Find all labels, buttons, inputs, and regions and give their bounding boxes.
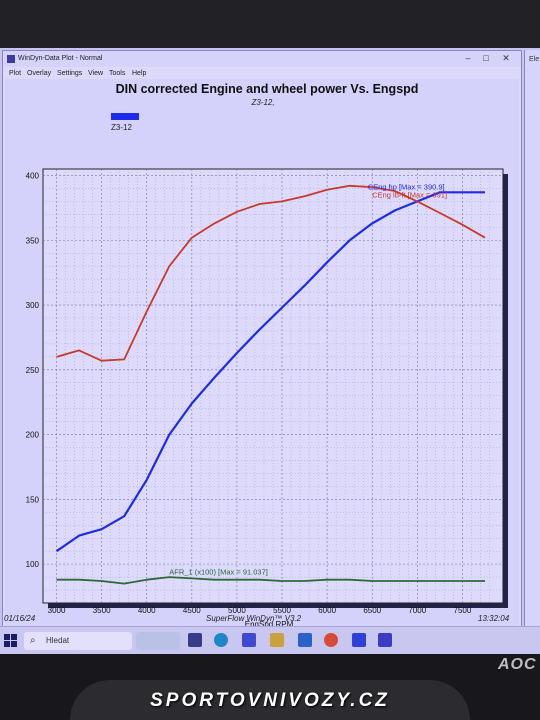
side-window-label: Ele [529, 56, 540, 63]
watermark: SPORTOVNIVOZY.CZ [150, 690, 390, 711]
monitor-stand [70, 680, 470, 720]
y-tick-label: 250 [26, 366, 40, 375]
y-tick-label: 200 [26, 431, 40, 440]
store-icon[interactable] [242, 633, 256, 647]
y-tick-label: 150 [26, 495, 40, 504]
legend-swatch [111, 113, 139, 120]
search-placeholder: Hledat [46, 636, 70, 645]
edge-icon[interactable] [214, 633, 228, 647]
series-label-2: CEng lb-ft [Max = 391] [372, 191, 447, 200]
series-label-3: AFR_1 (x100) [Max = 91.037] [169, 567, 268, 576]
maximize-icon[interactable]: □ [483, 53, 489, 63]
menu-help[interactable]: Help [132, 70, 147, 77]
x-tick-label: 7500 [454, 606, 472, 615]
chrome-icon[interactable] [324, 633, 338, 647]
y-tick-label: 400 [26, 171, 40, 180]
x-tick-label: 3000 [48, 606, 66, 615]
taskbar-search[interactable]: ⌕ Hledat [24, 632, 132, 650]
side-window: Ele [524, 50, 540, 630]
menu-plot[interactable]: Plot [9, 70, 22, 77]
monitor-brand-logo: AOC [498, 656, 537, 673]
menu-settings[interactable]: Settings [57, 70, 83, 77]
footer-time: 13:32:04 [478, 614, 510, 623]
files-icon[interactable] [270, 633, 284, 647]
chart-subtitle: Z3-12, [250, 98, 274, 107]
title-bar: WinDyn-Data Plot - Normal – □ ✕ [3, 51, 521, 67]
footer-date: 01/16/24 [4, 614, 36, 623]
series-label-1: CEng hp [Max = 390.9] [368, 183, 445, 192]
footer-software: SuperFlow WinDyn™ V3.2 [206, 614, 302, 623]
widget-thumbnail[interactable] [136, 632, 180, 650]
window-title: WinDyn-Data Plot - Normal [18, 55, 103, 62]
x-tick-label: 6500 [363, 606, 381, 615]
x-axis-label: EngSpd RPM [245, 620, 294, 629]
x-tick-label: 5500 [273, 606, 291, 615]
y-tick-label: 100 [26, 560, 40, 569]
y-tick-label: 350 [26, 236, 40, 245]
menu-overlay[interactable]: Overlay [27, 70, 52, 77]
y-tick-label: 300 [26, 301, 40, 310]
taskbar: ⌕ Hledat [0, 626, 540, 655]
series-line-1 [55, 191, 485, 553]
superflow-icon[interactable] [378, 633, 392, 647]
menu-view[interactable]: View [88, 70, 104, 77]
x-tick-label: 3500 [93, 606, 111, 615]
search-icon: ⌕ [30, 635, 36, 646]
x-tick-label: 7000 [408, 606, 426, 615]
plot-area: DIN corrected Engine and wheel power Vs.… [5, 79, 519, 629]
mail-icon[interactable] [298, 633, 312, 647]
x-tick-label: 4500 [183, 606, 201, 615]
x-tick-label: 5000 [228, 606, 246, 615]
x-tick-label: 4000 [138, 606, 156, 615]
menu-tools[interactable]: Tools [109, 70, 126, 77]
app-icon[interactable] [352, 633, 366, 647]
close-icon[interactable]: ✕ [502, 53, 510, 63]
windyn-window: WinDyn-Data Plot - Normal – □ ✕ Plot Ove… [2, 50, 522, 632]
series-line-2 [56, 184, 486, 362]
chart-title: DIN corrected Engine and wheel power Vs.… [116, 82, 419, 96]
x-tick-label: 6000 [318, 606, 336, 615]
start-icon[interactable] [4, 634, 18, 648]
dyno-chart: DIN corrected Engine and wheel power Vs.… [26, 82, 508, 629]
minimize-icon[interactable]: – [465, 53, 471, 63]
app-icon [7, 55, 15, 63]
legend-label: Z3-12 [111, 123, 132, 132]
monitor-bezel [0, 0, 540, 48]
taskview-icon[interactable] [188, 633, 202, 647]
menu-bar: Plot Overlay Settings View Tools Help [3, 67, 521, 79]
series-line-3 [56, 576, 485, 585]
